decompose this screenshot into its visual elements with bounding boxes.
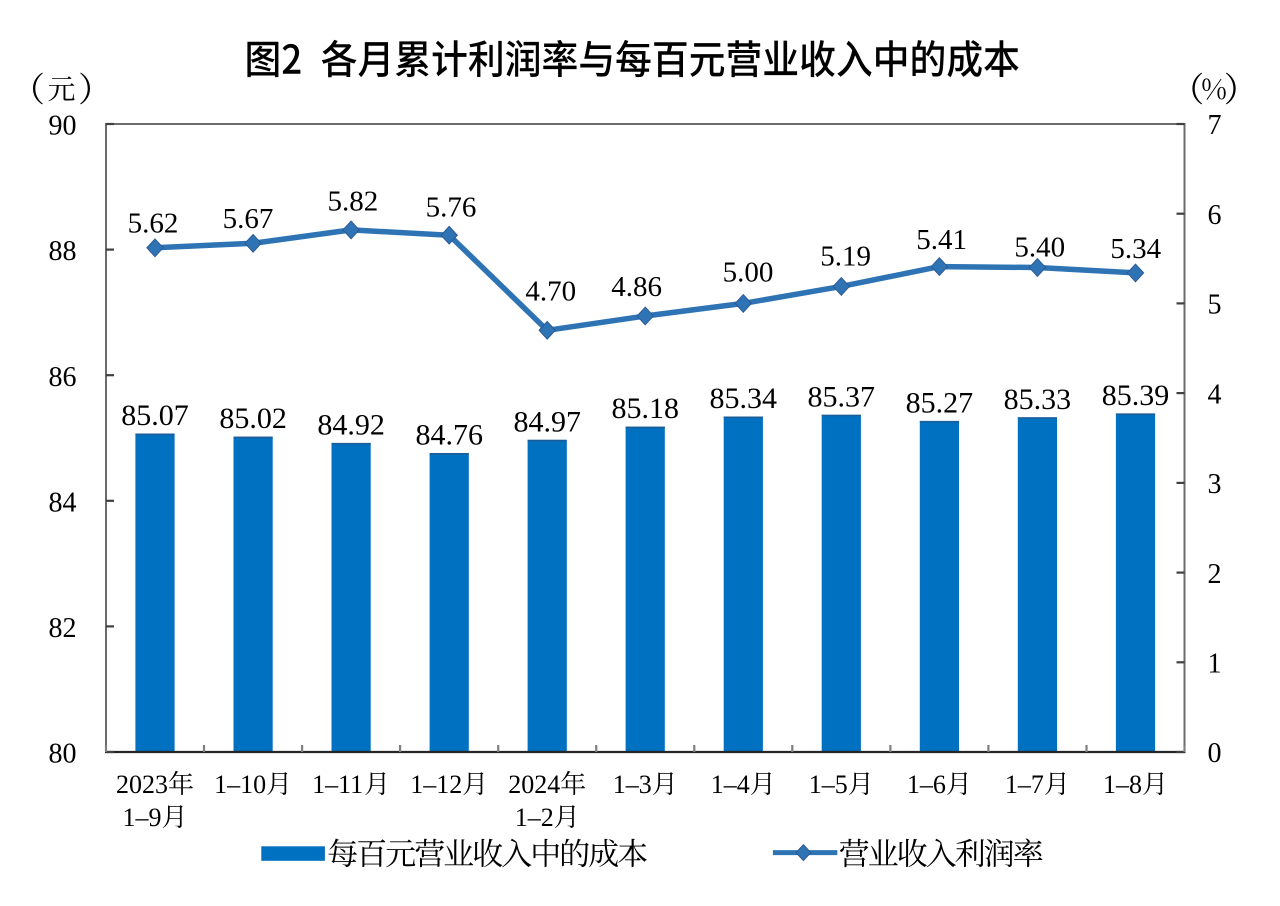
svg-text:1–7: 1–7: [1005, 770, 1044, 799]
svg-text:3: 3: [1208, 469, 1222, 500]
svg-text:1–2: 1–2: [515, 803, 554, 832]
svg-text:4.86: 4.86: [611, 271, 662, 303]
svg-text:84.92: 84.92: [317, 409, 385, 442]
svg-text:5.40: 5.40: [1014, 232, 1065, 264]
svg-text:7: 7: [1208, 110, 1222, 141]
svg-text:6: 6: [1208, 200, 1222, 231]
svg-text:5.34: 5.34: [1110, 233, 1161, 265]
svg-text:5.00: 5.00: [723, 257, 774, 289]
svg-text:1–11: 1–11: [312, 770, 363, 799]
svg-text:1–6: 1–6: [907, 770, 946, 799]
svg-text:1–10: 1–10: [214, 770, 266, 799]
svg-text:1–4: 1–4: [711, 770, 750, 799]
svg-text:85.02: 85.02: [219, 402, 287, 435]
svg-text:1–12: 1–12: [410, 770, 462, 799]
svg-text:85.33: 85.33: [1004, 383, 1072, 416]
svg-text:1–3: 1–3: [613, 770, 652, 799]
svg-text:85.27: 85.27: [906, 387, 974, 420]
svg-text:85.18: 85.18: [611, 392, 679, 425]
svg-text:5.62: 5.62: [128, 208, 179, 240]
svg-text:1–9: 1–9: [123, 803, 162, 832]
svg-text:5.41: 5.41: [916, 224, 967, 256]
svg-text:80: 80: [49, 739, 77, 770]
svg-text:85.07: 85.07: [121, 399, 189, 432]
svg-text:5.67: 5.67: [223, 203, 274, 235]
svg-text:1–5: 1–5: [809, 770, 848, 799]
svg-text:85.34: 85.34: [710, 382, 778, 415]
svg-text:84.97: 84.97: [513, 405, 581, 438]
svg-text:5: 5: [1208, 290, 1222, 321]
svg-text:1–8: 1–8: [1103, 770, 1142, 799]
svg-text:5.76: 5.76: [426, 192, 477, 224]
svg-text:85.39: 85.39: [1102, 379, 1170, 412]
svg-text:4: 4: [1208, 379, 1222, 410]
svg-text:88: 88: [49, 236, 77, 267]
svg-text:84.76: 84.76: [415, 419, 483, 452]
svg-text:0: 0: [1208, 738, 1222, 769]
svg-text:86: 86: [49, 362, 77, 393]
svg-text:90: 90: [49, 111, 77, 142]
svg-text:5.82: 5.82: [328, 185, 379, 217]
svg-text:1: 1: [1208, 649, 1222, 680]
svg-text:2024: 2024: [508, 770, 560, 799]
svg-text:5.19: 5.19: [820, 241, 871, 273]
svg-text:4.70: 4.70: [525, 276, 576, 308]
svg-text:2: 2: [1208, 559, 1222, 590]
svg-text:2023: 2023: [116, 770, 168, 799]
svg-text:85.37: 85.37: [808, 380, 876, 413]
svg-text:82: 82: [49, 613, 77, 644]
svg-text:84: 84: [49, 487, 77, 518]
